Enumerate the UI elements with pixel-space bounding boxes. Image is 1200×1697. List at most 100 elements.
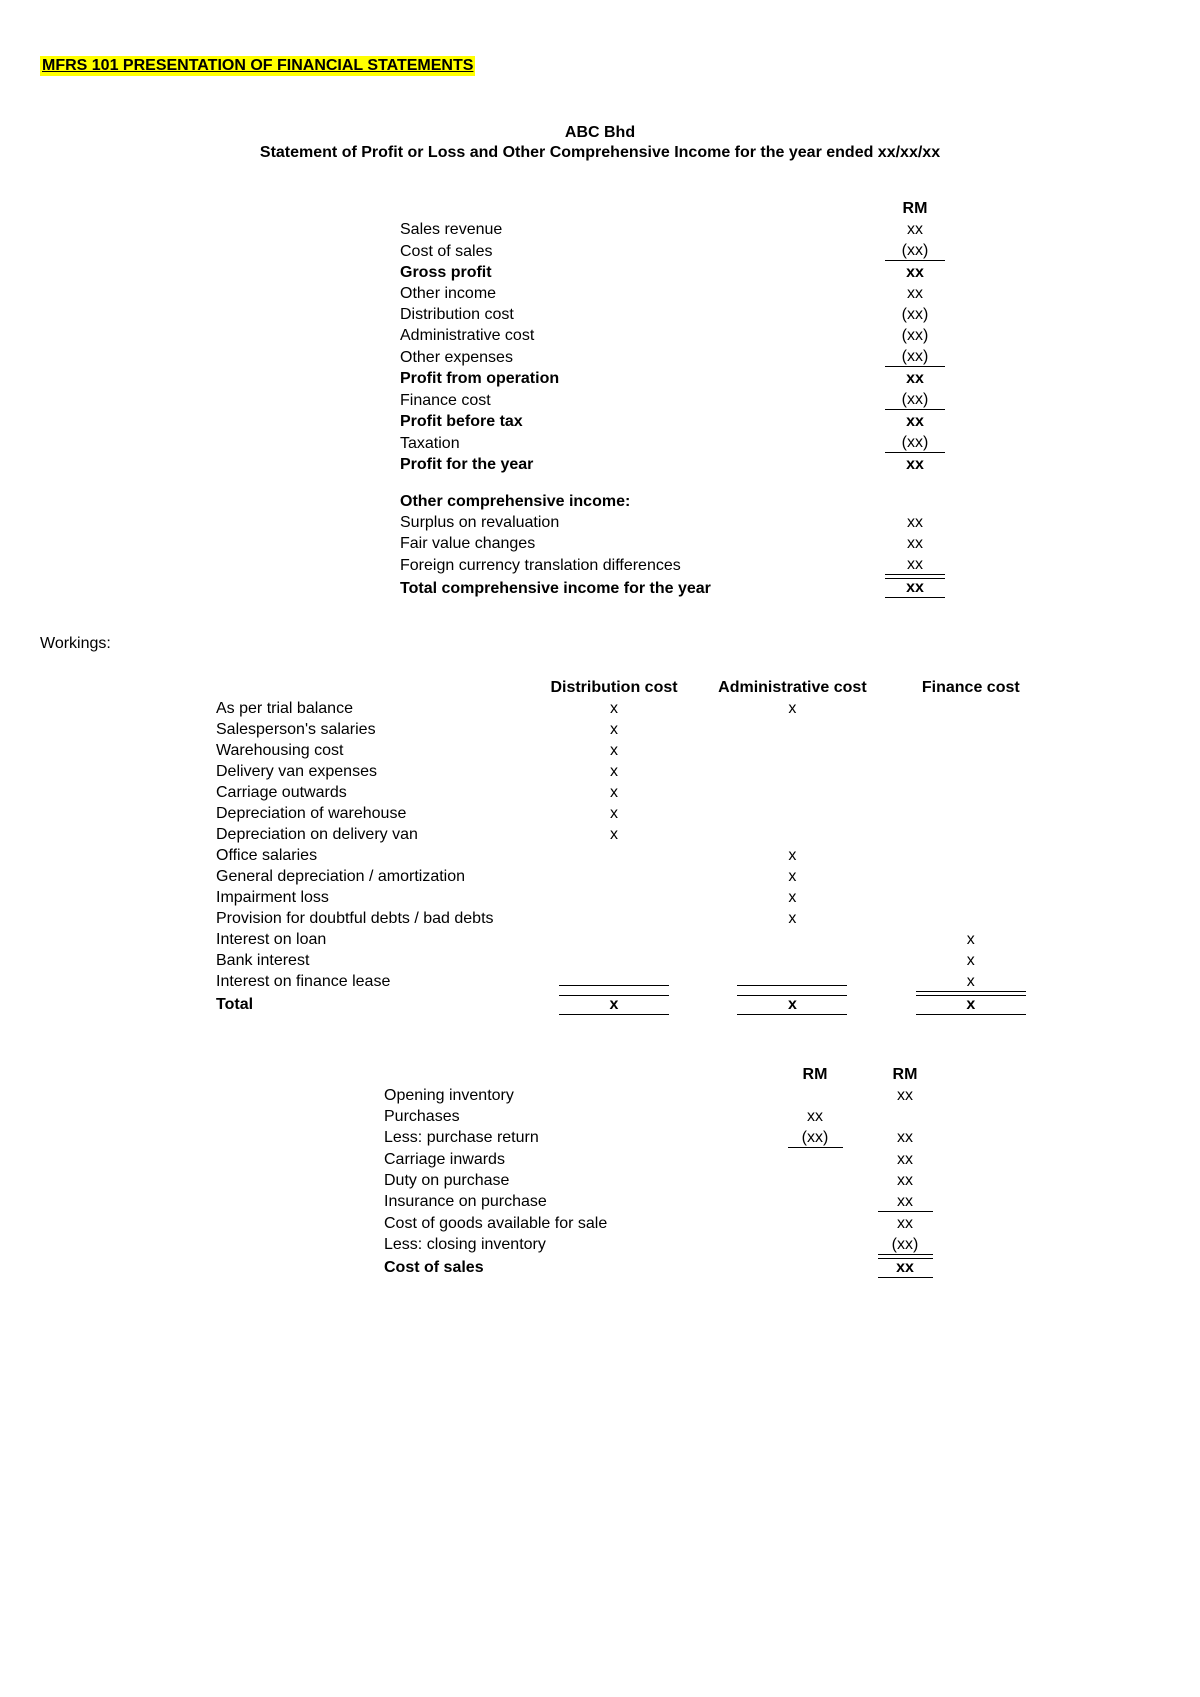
workings-cell: x — [559, 742, 669, 760]
workings-total-label: Total — [210, 993, 525, 1016]
cos-header-c2: RM — [860, 1064, 950, 1085]
workings-row-label: Delivery van expenses — [210, 761, 525, 782]
statement-row-label: Sales revenue — [400, 219, 870, 240]
statement-row-label: Distribution cost — [400, 304, 870, 325]
workings-row-label: Salesperson's salaries — [210, 719, 525, 740]
workings-header-fin: Finance cost — [882, 677, 1060, 698]
cos-row-label: Opening inventory — [380, 1085, 770, 1106]
workings-row-label: Impairment loss — [210, 887, 525, 908]
workings-row-label: Office salaries — [210, 845, 525, 866]
cost-of-sales-table: RM RM Opening inventory xx Purchases xx Less… — [250, 1064, 950, 1279]
total-comprehensive-amount: xx — [885, 578, 945, 598]
company-name: ABC Bhd — [40, 124, 1160, 142]
statement-row-label: Profit before tax — [400, 411, 870, 432]
workings-row-label: Interest on finance lease — [210, 971, 525, 993]
workings-total-c3: x — [916, 995, 1026, 1015]
workings-row-label: Provision for doubtful debts / bad debts — [210, 908, 525, 929]
cos-cell: xx — [878, 1129, 933, 1147]
workings-row-label: Interest on loan — [210, 929, 525, 950]
oci-row-label: Fair value changes — [400, 533, 870, 554]
statement-row-label: Administrative cost — [400, 325, 870, 346]
workings-cell: x — [737, 868, 847, 886]
statement-header: ABC Bhd Statement of Profit or Loss and … — [40, 124, 1160, 162]
statement-row-label: Other income — [400, 283, 870, 304]
cos-row-label: Less: purchase return — [380, 1127, 770, 1149]
oci-row-amount: xx — [885, 535, 945, 553]
statement-row-amount: xx — [885, 264, 945, 282]
cos-cell: xx — [878, 1172, 933, 1190]
document-title: MFRS 101 PRESENTATION OF FINANCIAL STATE… — [40, 56, 475, 76]
workings-cell: x — [737, 847, 847, 865]
workings-row-label: Depreciation on delivery van — [210, 824, 525, 845]
workings-cell: x — [916, 931, 1026, 949]
statement-row-label: Profit for the year — [400, 454, 870, 475]
workings-cell: x — [559, 763, 669, 781]
cos-cell: xx — [878, 1193, 933, 1212]
statement-row-amount: xx — [885, 456, 945, 474]
workings-cell: x — [559, 700, 669, 718]
workings-row-label: Bank interest — [210, 950, 525, 971]
cos-total-label: Cost of sales — [380, 1256, 770, 1279]
oci-row-amount: xx — [885, 514, 945, 532]
workings-cell: x — [559, 721, 669, 739]
workings-cell: x — [916, 952, 1026, 970]
workings-total-c1: x — [559, 995, 669, 1015]
workings-row-label: Warehousing cost — [210, 740, 525, 761]
oci-row-label: Foreign currency translation differences — [400, 554, 870, 576]
workings-row-label: Carriage outwards — [210, 782, 525, 803]
statement-row-label: Other expenses — [400, 346, 870, 368]
workings-cell: x — [737, 889, 847, 907]
statement-row-amount: (xx) — [885, 348, 945, 367]
workings-cell: x — [559, 826, 669, 844]
statement-row-amount: (xx) — [885, 306, 945, 324]
workings-header-dist: Distribution cost — [525, 677, 703, 698]
statement-row-amount: xx — [885, 221, 945, 239]
statement-row-amount: (xx) — [885, 327, 945, 345]
workings-cell: x — [559, 784, 669, 802]
cos-header-c1: RM — [770, 1064, 860, 1085]
cos-cell: (xx) — [878, 1236, 933, 1255]
workings-cell — [737, 985, 847, 986]
cos-row-label: Insurance on purchase — [380, 1191, 770, 1213]
statement-title: Statement of Profit or Loss and Other Co… — [40, 144, 1160, 162]
statement-row-label: Taxation — [400, 432, 870, 454]
statement-row-amount: xx — [885, 285, 945, 303]
cos-cell: xx — [878, 1151, 933, 1169]
workings-row-label: As per trial balance — [210, 698, 525, 719]
oci-header: Other comprehensive income: — [400, 491, 870, 512]
cos-row-label: Less: closing inventory — [380, 1234, 770, 1256]
cos-cell: xx — [878, 1087, 933, 1105]
cos-row-label: Carriage inwards — [380, 1149, 770, 1170]
statement-row-label: Profit from operation — [400, 368, 870, 389]
statement-row-amount: xx — [885, 413, 945, 431]
statement-row-label: Cost of sales — [400, 240, 870, 262]
statement-row-amount: (xx) — [885, 242, 945, 261]
total-comprehensive-label: Total comprehensive income for the year — [400, 576, 870, 599]
cos-total-amount: xx — [878, 1258, 933, 1278]
workings-table: Distribution cost Administrative cost Fi… — [140, 677, 1060, 1016]
cos-cell: xx — [878, 1215, 933, 1233]
workings-label: Workings: — [40, 635, 1160, 653]
workings-cell — [559, 985, 669, 986]
workings-cell: x — [559, 805, 669, 823]
workings-cell: x — [916, 973, 1026, 992]
oci-row-label: Surplus on revaluation — [400, 512, 870, 533]
workings-total-c2: x — [737, 995, 847, 1015]
cos-cell: xx — [788, 1108, 843, 1126]
cos-row-label: Cost of goods available for sale — [380, 1213, 770, 1234]
cos-row-label: Purchases — [380, 1106, 770, 1127]
statement-row-label: Finance cost — [400, 389, 870, 411]
workings-cell: x — [737, 700, 847, 718]
cos-cell: (xx) — [788, 1129, 843, 1148]
statement-row-amount: xx — [885, 370, 945, 388]
workings-row-label: Depreciation of warehouse — [210, 803, 525, 824]
oci-row-amount: xx — [885, 556, 945, 575]
income-statement: RM Sales revenue xx Cost of sales (xx) Gross… — [240, 198, 960, 599]
workings-row-label: General depreciation / amortization — [210, 866, 525, 887]
currency-header: RM — [870, 198, 960, 219]
statement-row-amount: (xx) — [885, 434, 945, 453]
cos-row-label: Duty on purchase — [380, 1170, 770, 1191]
statement-row-label: Gross profit — [400, 262, 870, 283]
workings-cell: x — [737, 910, 847, 928]
workings-header-admin: Administrative cost — [703, 677, 881, 698]
